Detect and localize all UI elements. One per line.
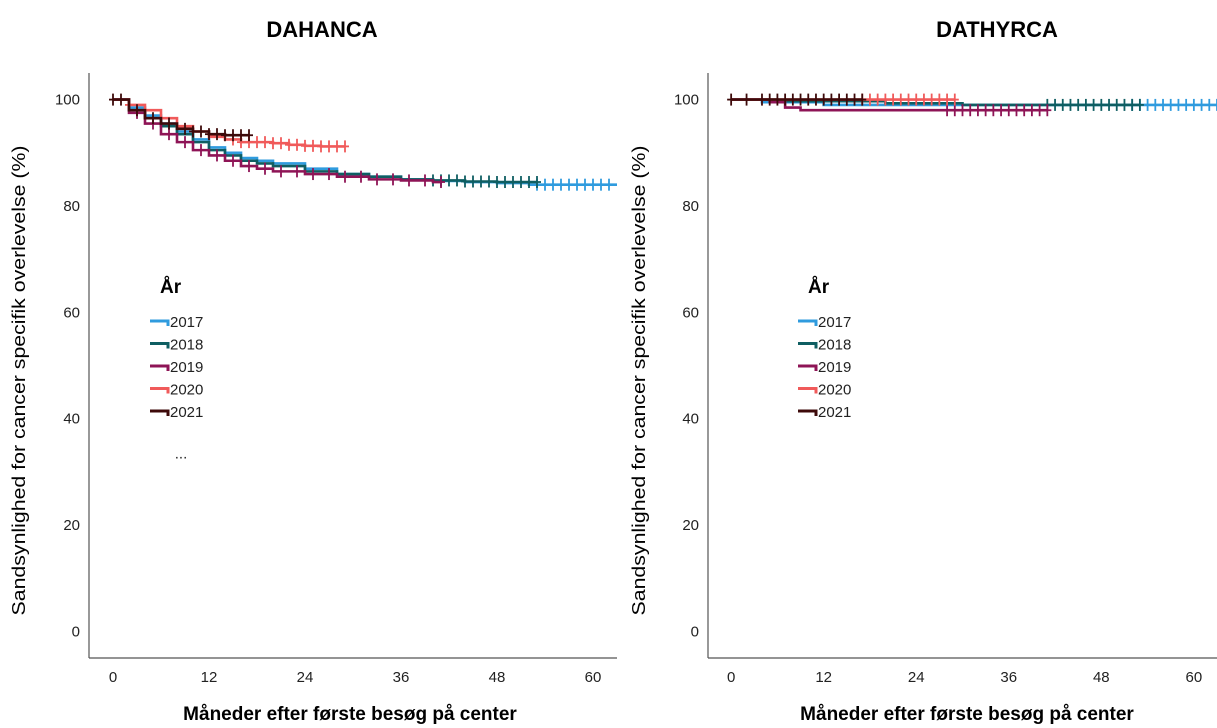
legend: År 2017 2018 2019 2020 2021 [798,277,851,421]
legend-label: 2021 [170,404,203,421]
legend-item-2021: 2021 [798,404,851,421]
y-tick-label: 0 [72,623,80,640]
legend-label: 2017 [170,314,203,331]
series-2019 [731,98,1052,117]
legend-item-2018: 2018 [150,337,203,354]
y-tick-label: 20 [682,517,699,534]
x-tick-label: 60 [1186,669,1203,686]
x-tick-label: 12 [201,669,218,686]
legend-label: 2020 [170,382,203,399]
legend-title: År [808,277,830,298]
legend-swatch [150,387,170,394]
x-tick-label: 48 [1093,669,1110,686]
legend-swatch [150,342,170,349]
x-tick-label: 24 [908,669,925,686]
legend-item-2020: 2020 [798,382,851,399]
x-axis-label: Måneder efter første besøg på center [183,704,517,725]
legend-swatch [798,319,818,326]
chart-panel-1: DAHANCA 0 20 40 60 80 100 0 12 24 36 48 60 Måneder ef… [9,17,617,725]
legend-item-2018: 2018 [798,337,851,354]
chart-panel-2: DATHYRCA 0 20 40 60 80 100 0 12 24 36 48 60 Måneder e… [629,17,1217,725]
legend-label: 2019 [170,359,203,376]
y-tick-label: 100 [55,92,80,109]
y-axis-label: Sandsynlighed for cancer specifik overle… [9,146,29,616]
chart-title: DAHANCA [266,17,377,42]
legend-swatch [150,364,170,371]
legend-item-2021: 2021 [150,404,203,421]
series-line-2019 [113,98,441,184]
legend-label: 2020 [818,382,851,399]
x-tick-label: 36 [393,669,410,686]
y-tick-label: 20 [63,517,80,534]
y-tick-label: 80 [682,198,699,215]
legend-swatch [798,342,818,349]
legend-label: 2018 [818,337,851,354]
legend-label: 2017 [818,314,851,331]
legend-title: År [160,277,182,298]
legend-label: 2019 [818,359,851,376]
y-tick-label: 60 [63,304,80,321]
legend-item-2020: 2020 [150,382,203,399]
x-axis-label: Måneder efter første besøg på center [800,704,1134,725]
legend-label: 2018 [170,337,203,354]
legend: År 2017 2018 2019 2020 2021... [150,277,203,463]
legend-label: 2021 [818,404,851,421]
chart-title: DATHYRCA [936,17,1058,42]
legend-swatch [150,319,170,326]
x-tick-label: 36 [1000,669,1017,686]
y-tick-label: 40 [63,411,80,428]
x-tick-label: 0 [109,669,117,686]
series-2020 [113,98,349,153]
x-tick-label: 12 [815,669,832,686]
y-tick-label: 100 [674,92,699,109]
x-tick-label: 48 [489,669,506,686]
legend-swatch [798,364,818,371]
y-tick-label: 0 [691,623,699,640]
legend-swatch [798,387,818,394]
legend-item-2017: 2017 [798,314,851,331]
y-tick-label: 60 [682,304,699,321]
y-tick-label: 80 [63,198,80,215]
x-tick-label: 24 [297,669,314,686]
y-axis-label: Sandsynlighed for cancer specifik overle… [629,146,649,616]
series-2021 [109,93,253,142]
legend-swatch [150,409,170,416]
x-tick-label: 0 [727,669,735,686]
legend-item-2019: 2019 [798,359,851,376]
x-tick-label: 60 [585,669,602,686]
legend-item-2019: 2019 [150,359,203,376]
legend-more: ... [175,446,188,463]
legend-item-2017: 2017 [150,314,203,331]
series-2019 [113,98,445,189]
legend-swatch [798,409,818,416]
series-2021 [727,93,867,106]
y-tick-label: 40 [682,411,699,428]
